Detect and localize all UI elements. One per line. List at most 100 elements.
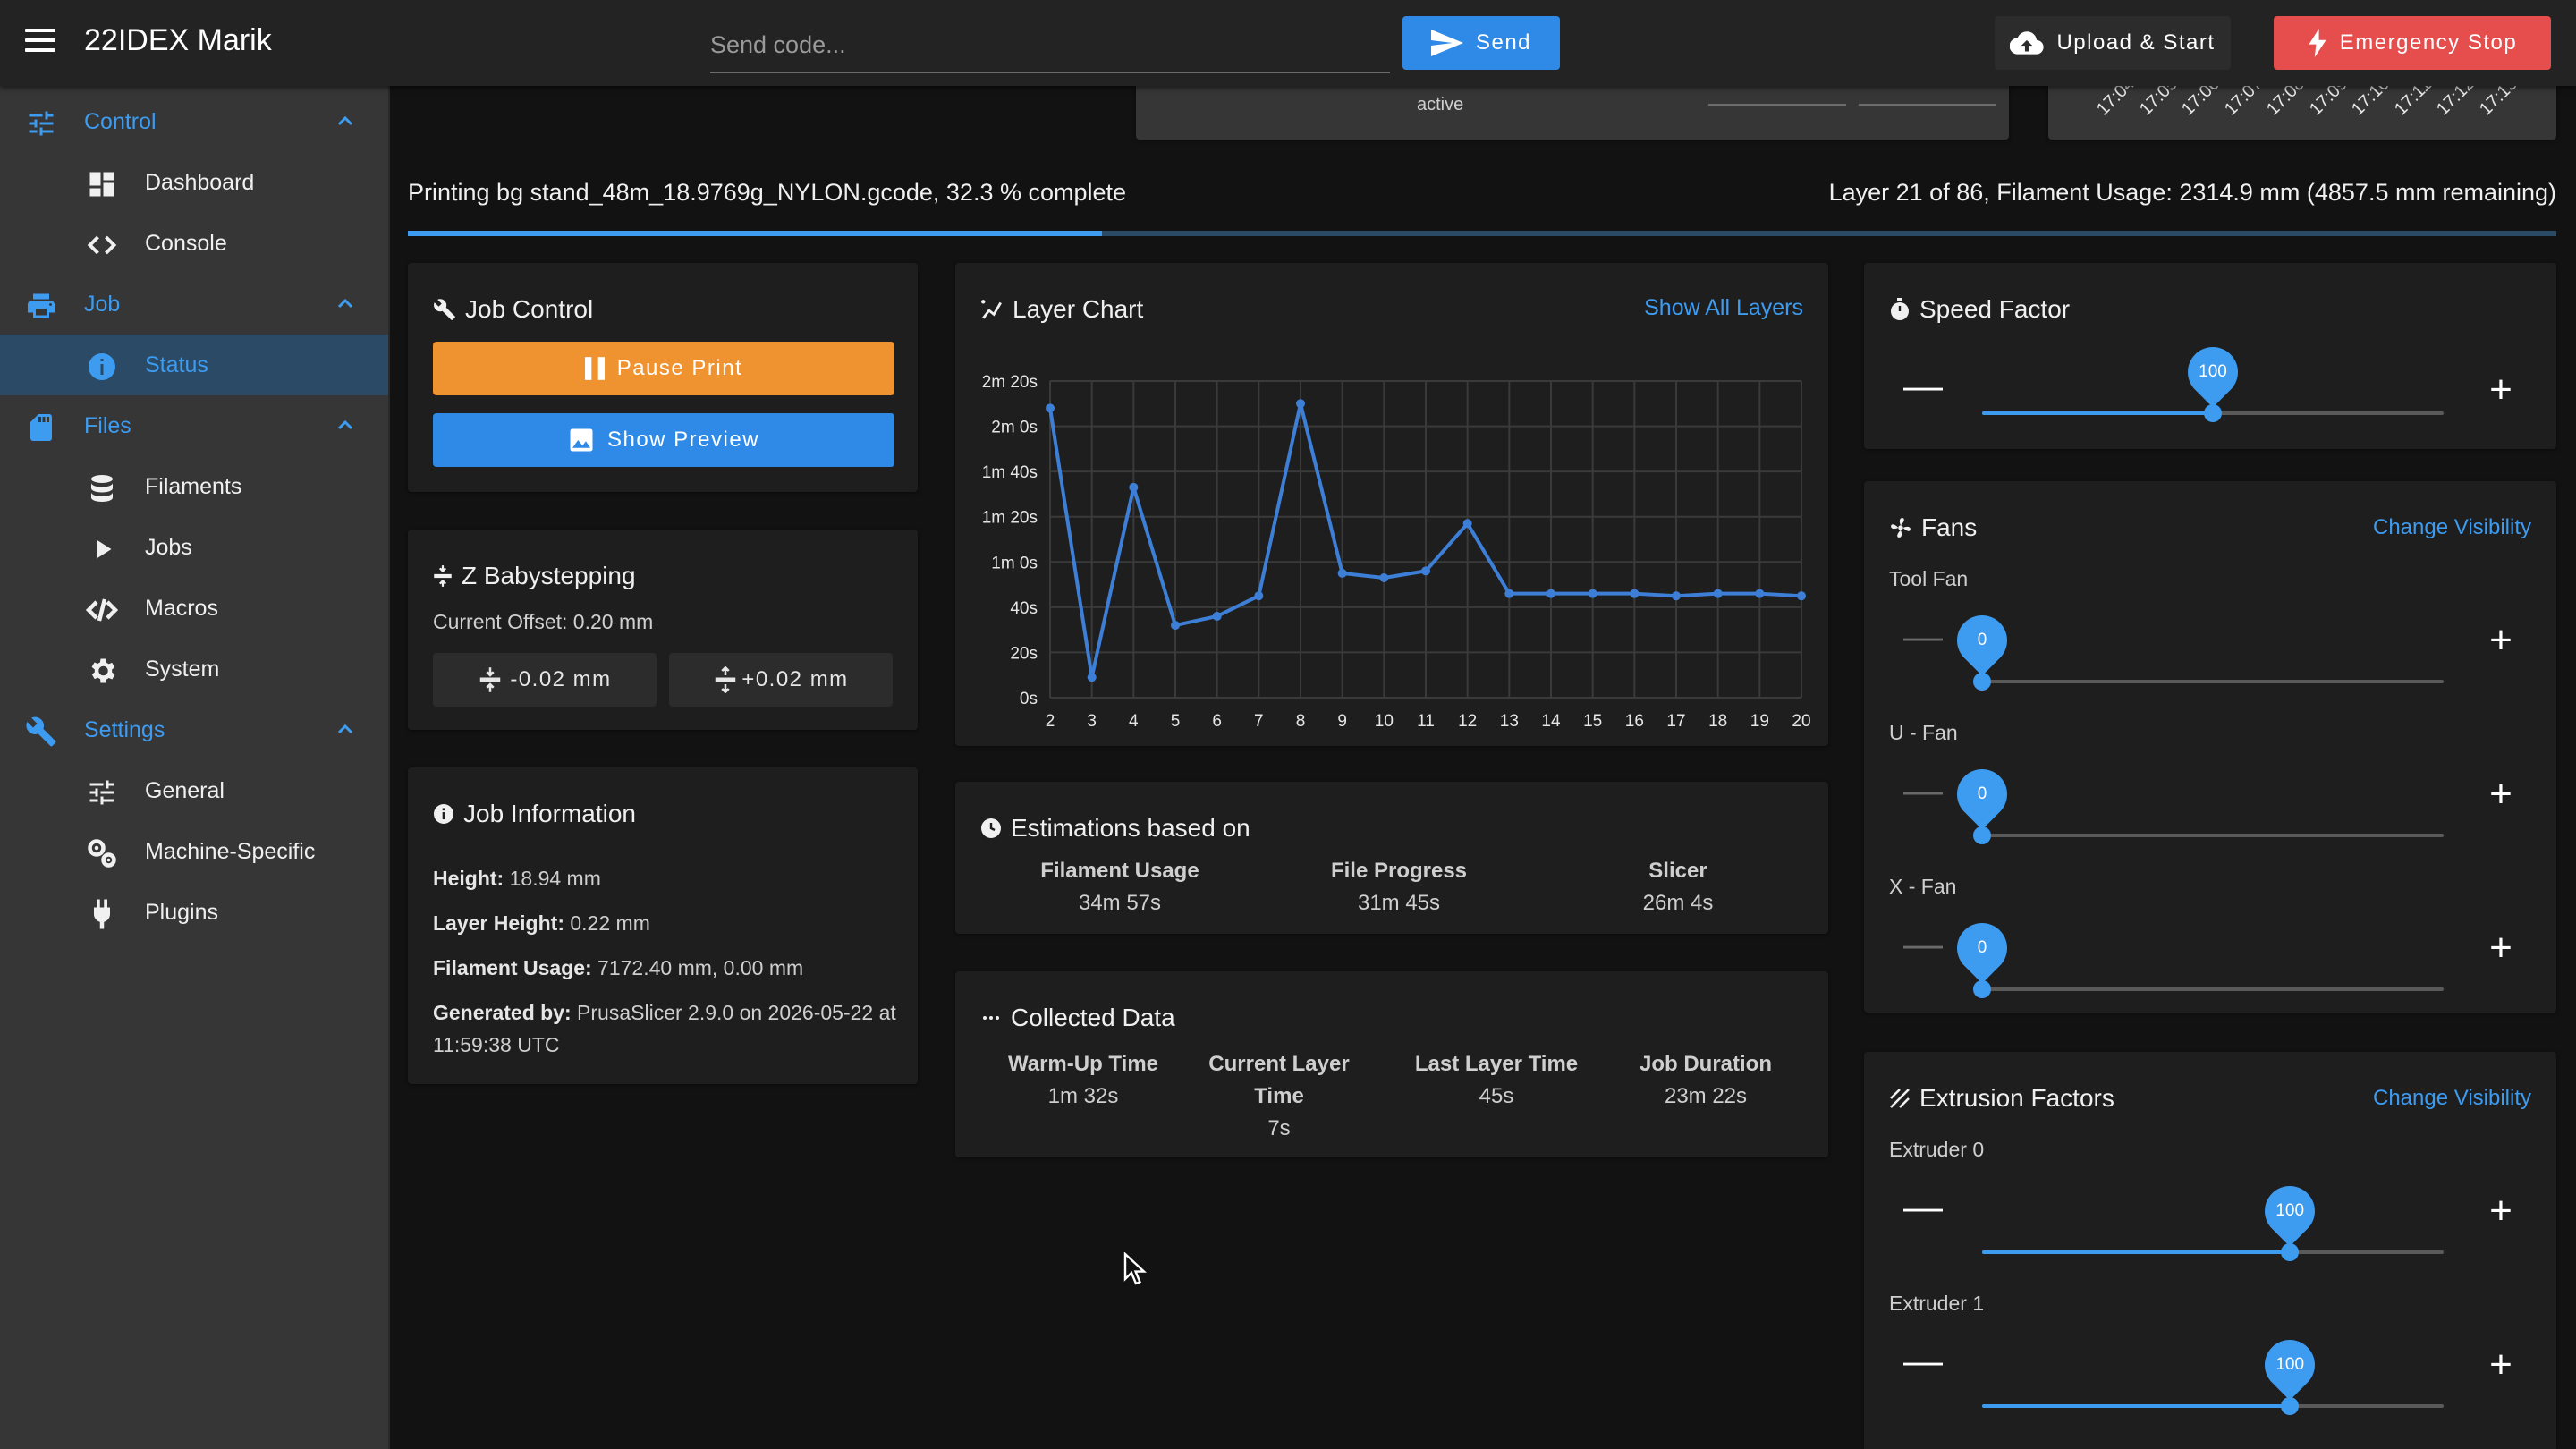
chevron-up-icon (337, 724, 353, 734)
top-app-bar: 22IDEX Marik Send Upload & Start Emergen… (0, 0, 2576, 86)
printer-icon (28, 293, 55, 318)
slider-thumb[interactable] (1973, 980, 1991, 998)
slider-thumb[interactable] (2204, 404, 2222, 422)
sidebar-group-files[interactable]: Files (0, 395, 388, 456)
sidebar-group-settings[interactable]: Settings (0, 699, 388, 760)
pause-label: Pause Print (616, 356, 743, 380)
info-icon (89, 353, 115, 380)
time-tick-label: 17:05 (2135, 86, 2182, 120)
fan-label: U - Fan (1889, 721, 1958, 744)
babystep-up-button[interactable]: +0.02 mm (669, 653, 893, 707)
sidebar-item-dashboard[interactable]: Dashboard (0, 152, 388, 213)
job-control-card: Job Control Pause Print Show Preview (408, 263, 918, 492)
fans-change-visibility-link[interactable]: Change Visibility (2373, 515, 2531, 539)
sidebar-item-label: Plugins (145, 900, 218, 925)
show-preview-button[interactable]: Show Preview (433, 413, 894, 467)
chart-x-tick-label: 20 (1792, 712, 1810, 731)
slider-value: 0 (1977, 784, 1987, 803)
layer-status-text: Layer 21 of 86, Filament Usage: 2314.9 m… (1828, 179, 2556, 206)
extrusion-change-visibility-link[interactable]: Change Visibility (2373, 1086, 2531, 1110)
increase-button[interactable]: + (2489, 618, 2512, 662)
chart-x-tick-label: 4 (1129, 712, 1139, 731)
sidebar-group-label: Files (84, 413, 131, 438)
sidebar-item-filaments[interactable]: Filaments (0, 456, 388, 517)
slider-thumb[interactable] (2281, 1397, 2300, 1415)
speed-slider[interactable]: 100 (1982, 336, 2444, 422)
slider-value: 100 (2275, 1201, 2305, 1220)
emergency-stop-button[interactable]: Emergency Stop (2274, 16, 2551, 70)
info-filament-usage: Filament Usage: 7172.40 mm, 0.00 mm (433, 956, 804, 979)
slider-value: 100 (2199, 362, 2227, 381)
upload-start-button[interactable]: Upload & Start (1995, 16, 2231, 70)
sidebar-item-macros[interactable]: Macros (0, 578, 388, 639)
babystep-down-button[interactable]: -0.02 mm (433, 653, 657, 707)
sidebar-item-machine-specific[interactable]: Machine-Specific (0, 821, 388, 882)
extruder-1-slider[interactable]: 100 (1982, 1329, 2444, 1415)
chart-x-tick-label: 9 (1337, 712, 1347, 731)
send-button[interactable]: Send (1402, 16, 1560, 70)
card-title: Fans (1889, 513, 1977, 542)
increase-button[interactable]: + (2489, 368, 2512, 411)
chart-x-tick-label: 5 (1171, 712, 1181, 731)
code-icon (87, 235, 117, 255)
card-title-text: Job Information (463, 800, 636, 827)
temp-input-underline (1708, 104, 1846, 106)
chart-x-tick-label: 2 (1046, 712, 1055, 731)
increase-button[interactable]: + (2489, 1189, 2512, 1233)
sidebar-group-label: Settings (84, 717, 165, 742)
fan-icon (1891, 518, 1911, 538)
job-progress-bar (408, 231, 2556, 236)
tune-icon (89, 780, 114, 805)
sidebar-item-system[interactable]: System (0, 639, 388, 699)
chart-data-point (1588, 589, 1597, 598)
show-all-layers-link[interactable]: Show All Layers (1644, 295, 1803, 320)
chart-x-tick-label: 12 (1458, 712, 1477, 731)
pause-print-button[interactable]: Pause Print (433, 342, 894, 395)
tool-fan-slider[interactable]: 0 (1946, 605, 2444, 691)
decrease-button[interactable]: — (1903, 1339, 1943, 1383)
increase-button[interactable]: + (2489, 1343, 2512, 1386)
send-code-input[interactable] (710, 23, 1390, 73)
sidebar-group-control[interactable]: Control (0, 91, 388, 152)
menu-icon[interactable] (25, 29, 55, 52)
sidebar-item-console[interactable]: Console (0, 213, 388, 274)
decrease-button[interactable]: — (1903, 1185, 1943, 1229)
decrease-button[interactable]: — (1903, 922, 1943, 966)
sidebar-item-jobs[interactable]: Jobs (0, 517, 388, 578)
temp-input-underline (1859, 104, 1996, 106)
estop-label: Emergency Stop (2339, 30, 2518, 55)
sidebar-item-label: Filaments (145, 474, 242, 499)
slider-thumb[interactable] (2281, 1243, 2300, 1261)
decrease-button[interactable]: — (1903, 768, 1943, 812)
babystep-up-label: +0.02 mm (741, 667, 849, 691)
chart-data-point (1672, 591, 1681, 601)
chart-data-point (1504, 589, 1514, 598)
chart-y-tick-label: 1m 20s (982, 509, 1038, 528)
sidebar-item-plugins[interactable]: Plugins (0, 882, 388, 943)
card-title: Layer Chart (980, 295, 1143, 324)
extruder-label: Extruder 1 (1889, 1292, 1985, 1315)
extrusion-icon (1890, 1089, 1910, 1108)
extruder-0-slider[interactable]: 100 (1982, 1175, 2444, 1261)
increase-button[interactable]: + (2489, 926, 2512, 970)
u-fan-slider[interactable]: 0 (1946, 758, 2444, 844)
slider-thumb[interactable] (1973, 673, 1991, 691)
increase-button[interactable]: + (2489, 772, 2512, 816)
x-fan-slider[interactable]: 0 (1946, 912, 2444, 998)
expand-icon (716, 666, 736, 693)
decrease-button[interactable]: — (1903, 614, 1943, 658)
slider-thumb[interactable] (1973, 826, 1991, 844)
chart-x-tick-label: 3 (1087, 712, 1097, 731)
sidebar-group-job[interactable]: Job (0, 274, 388, 335)
sidebar-group-label: Job (84, 292, 121, 317)
time-tick-label: 17:08 (2263, 86, 2309, 120)
time-tick-label: 17:06 (2178, 86, 2224, 120)
chart-x-tick-label: 7 (1254, 712, 1264, 731)
sidebar-item-general[interactable]: General (0, 760, 388, 821)
time-tick-label: 17:09 (2305, 86, 2351, 120)
decrease-button[interactable]: — (1903, 364, 1943, 408)
sidebar-item-status[interactable]: Status (0, 335, 388, 395)
chart-y-tick-label: 20s (1010, 644, 1038, 663)
sidebar-item-label: System (145, 657, 220, 682)
chart-y-tick-label: 1m 0s (991, 554, 1038, 572)
